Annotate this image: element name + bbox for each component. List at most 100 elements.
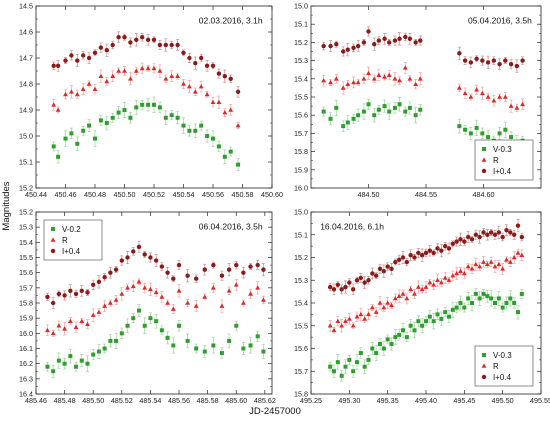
y-tick-label: 15.0 <box>294 208 308 217</box>
data-point <box>347 280 352 285</box>
y-tick-label: 15.0 <box>294 2 308 11</box>
data-point <box>159 264 165 269</box>
data-point <box>389 266 394 272</box>
data-point <box>331 287 337 292</box>
data-point <box>175 73 180 78</box>
data-point <box>222 110 228 115</box>
data-point <box>51 63 56 68</box>
data-point <box>55 107 61 112</box>
data-point <box>63 136 68 141</box>
data-point <box>87 123 92 128</box>
data-point <box>387 40 392 45</box>
data-point <box>255 262 260 268</box>
data-point <box>458 268 463 273</box>
data-point <box>51 144 56 149</box>
data-point <box>372 42 377 47</box>
data-point <box>519 234 525 240</box>
x-tick-label: 495.45 <box>453 396 475 405</box>
data-point <box>128 115 133 120</box>
x-tick-label: 450.52 <box>143 190 165 199</box>
data-point <box>446 277 452 283</box>
data-point <box>74 364 79 369</box>
x-tick-label: 485.48 <box>54 396 76 405</box>
data-point <box>491 98 497 103</box>
data-point <box>228 107 234 112</box>
data-point <box>211 343 216 348</box>
data-point <box>356 113 361 118</box>
x-tick-label: 484.50 <box>358 190 380 199</box>
data-point <box>402 65 408 70</box>
data-point <box>63 58 68 63</box>
panel-title: 16.04.2016, 6.1h <box>320 222 384 232</box>
data-point <box>485 294 490 299</box>
data-point <box>474 125 479 130</box>
data-point <box>69 131 74 136</box>
data-point <box>345 120 350 125</box>
data-point <box>400 255 406 260</box>
data-point <box>358 351 363 356</box>
data-point <box>255 334 260 339</box>
data-point <box>447 314 451 319</box>
data-point <box>157 42 163 48</box>
data-point <box>119 258 125 263</box>
data-point <box>50 300 56 306</box>
data-point <box>327 323 333 328</box>
legend-marker <box>481 157 487 162</box>
data-point <box>423 284 429 289</box>
x-tick-label: 495.55 <box>530 396 550 405</box>
data-point <box>387 109 392 114</box>
legend-label: V-0.3 <box>493 145 512 154</box>
data-point <box>122 35 127 40</box>
data-point <box>397 102 402 107</box>
legend: V-0.3 R I+0.4 <box>474 345 534 387</box>
data-point <box>165 335 170 340</box>
data-point <box>56 358 61 363</box>
data-point <box>403 34 408 40</box>
data-point <box>393 335 398 340</box>
data-point <box>408 253 413 258</box>
data-point <box>177 323 182 328</box>
data-point <box>145 65 151 71</box>
data-point <box>335 360 340 365</box>
y-tick-label: 15.1 <box>294 20 308 29</box>
data-point <box>477 296 482 301</box>
data-point <box>157 105 162 110</box>
data-point <box>122 108 127 112</box>
y-tick-label: 15.9 <box>294 165 308 174</box>
data-point <box>362 280 367 285</box>
data-point <box>493 301 497 305</box>
data-point <box>107 300 113 305</box>
data-point <box>102 303 108 308</box>
data-point <box>376 38 382 43</box>
data-point <box>151 37 157 42</box>
data-point <box>469 266 475 271</box>
data-point <box>198 84 204 89</box>
data-point <box>351 369 356 374</box>
data-point <box>454 270 460 276</box>
data-point <box>350 287 356 292</box>
x-tick-label: 485.62 <box>254 396 276 405</box>
data-point <box>450 307 455 312</box>
data-point <box>333 76 339 81</box>
series-2 <box>45 241 266 309</box>
y-tick-label: 16.4 <box>19 390 33 399</box>
data-point <box>477 264 483 269</box>
data-point <box>462 239 467 244</box>
data-point <box>79 288 84 294</box>
data-point <box>69 53 74 58</box>
data-point <box>381 346 386 351</box>
data-point <box>362 316 368 321</box>
data-point <box>98 45 104 50</box>
data-point <box>514 105 520 110</box>
panel-3: 15.2 15.3 15.4 15.5 15.6 15.7 15.8 15.9 16.0 16.1… <box>19 208 276 406</box>
data-point <box>93 136 97 141</box>
data-point <box>234 323 239 328</box>
data-point <box>321 43 326 49</box>
data-point <box>439 248 444 253</box>
data-point <box>397 78 402 83</box>
data-point <box>489 296 494 301</box>
x-tick-label: 485.46 <box>25 396 47 405</box>
data-point <box>163 115 168 120</box>
data-point <box>92 86 98 91</box>
